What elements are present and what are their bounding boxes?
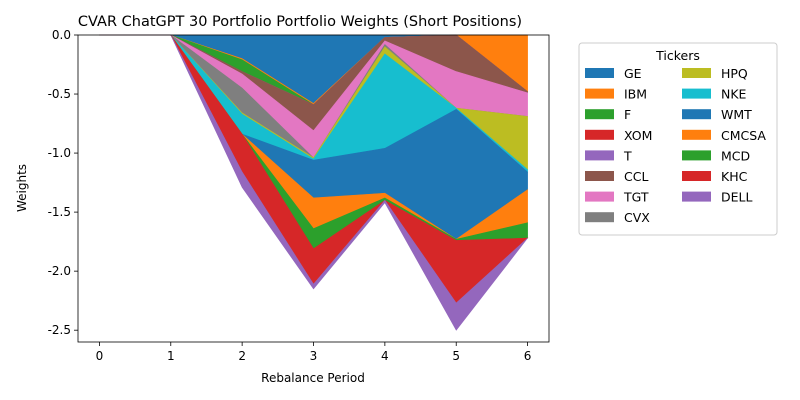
legend-label-xom: XOM: [624, 128, 652, 143]
legend-swatch-nke: [682, 88, 711, 99]
x-tick-label: 6: [524, 349, 532, 363]
x-axis-ticks: 0 1 2 3 4 5 6: [96, 342, 532, 363]
legend-swatch-khc: [682, 171, 711, 181]
legend-label-khc: KHC: [721, 169, 748, 184]
legend-label-f: F: [624, 107, 631, 122]
legend-label-ccl: CCL: [624, 169, 648, 184]
legend-swatch-ccl: [585, 171, 614, 181]
x-tick-label: 4: [381, 349, 389, 363]
legend-label-hpq: HPQ: [721, 66, 748, 81]
x-axis-label: Rebalance Period: [261, 371, 365, 385]
legend-swatch-tgt: [585, 191, 614, 202]
legend-label-wmt: WMT: [721, 107, 752, 122]
legend-items: GE IBM F XOM T CCL TGT CVX HPQ NKE WMT CMCSA MCD KHC D…: [585, 66, 766, 225]
legend-swatch-t: [585, 150, 614, 161]
legend-swatch-cmcsa: [682, 129, 711, 140]
x-tick-label: 3: [310, 349, 318, 363]
legend-label-cmcsa: CMCSA: [721, 128, 766, 143]
legend-label-cvx: CVX: [624, 210, 650, 225]
y-tick-label: -0.5: [48, 87, 71, 101]
x-tick-label: 2: [238, 349, 246, 363]
legend-swatch-xom: [585, 129, 614, 140]
y-axis-ticks: 0.0 -0.5 -1.0 -1.5 -2.0 -2.5: [48, 28, 78, 337]
legend-frame: [578, 42, 778, 236]
legend-label-ibm: IBM: [624, 87, 647, 102]
legend-label-mcd: MCD: [721, 148, 750, 163]
legend-swatch-cvx: [585, 212, 614, 223]
stacked-area-series: [99, 34, 529, 331]
legend-swatch-ge: [585, 68, 614, 78]
chart-title: CVAR ChatGPT 30 Portfolio Portfolio Weig…: [78, 14, 522, 30]
legend-label-ge: GE: [624, 66, 642, 81]
y-tick-label: -1.5: [48, 205, 71, 219]
legend-label-nke: NKE: [721, 87, 747, 102]
legend-title: Tickers: [655, 48, 700, 63]
x-tick-label: 1: [167, 349, 175, 363]
legend-swatch-dell: [682, 191, 711, 202]
legend-swatch-wmt: [682, 109, 711, 120]
legend-swatch-f: [585, 109, 614, 120]
x-tick-label: 0: [96, 349, 104, 363]
y-tick-label: -2.5: [48, 323, 71, 337]
y-tick-label: -2.0: [48, 264, 71, 278]
legend: Tickers GE IBM F XOM T CCL TGT CVX HPQ NKE WMT CMCS…: [578, 42, 778, 236]
y-tick-label: -1.0: [48, 146, 71, 160]
y-tick-label: 0.0: [52, 28, 71, 42]
legend-label-dell: DELL: [721, 190, 752, 205]
x-tick-label: 5: [452, 349, 460, 363]
legend-label-tgt: TGT: [623, 190, 649, 205]
y-axis-label: Weights: [15, 164, 29, 212]
legend-swatch-ibm: [585, 88, 614, 99]
area-dell: [99, 34, 528, 331]
legend-swatch-mcd: [682, 150, 711, 161]
legend-label-t: T: [623, 148, 632, 163]
legend-swatch-hpq: [682, 68, 711, 78]
